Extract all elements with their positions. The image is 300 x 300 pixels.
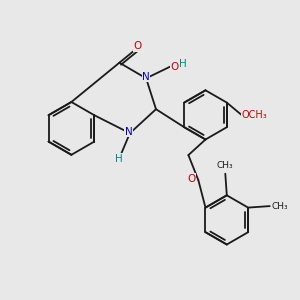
- Text: OCH₃: OCH₃: [241, 110, 267, 120]
- Text: O: O: [134, 41, 142, 51]
- Text: H: H: [115, 154, 122, 164]
- Text: CH₃: CH₃: [217, 161, 234, 170]
- Text: CH₃: CH₃: [272, 202, 289, 211]
- Text: N: N: [124, 127, 132, 137]
- Text: N: N: [142, 72, 150, 82]
- Text: H: H: [178, 58, 186, 69]
- Text: O: O: [188, 173, 196, 184]
- Text: O: O: [171, 61, 179, 72]
